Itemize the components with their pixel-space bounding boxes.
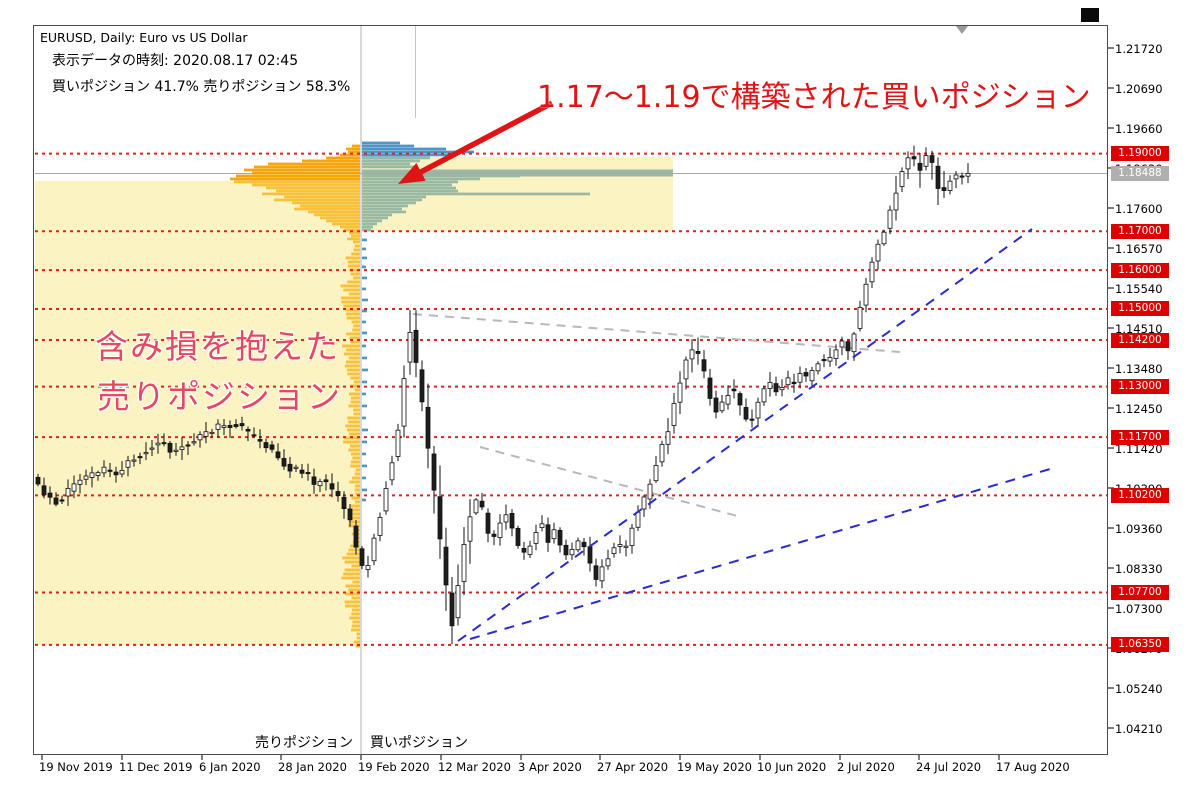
loss-annotation-line1: 含み損を抱えた [95,327,340,366]
candlestick-series [35,145,971,645]
chart-frame [33,25,1108,755]
info-box-separator [415,26,416,118]
annotation-arrow [398,100,554,184]
chart-shift-marker-icon [956,26,968,34]
y-axis-tick-label: 1.11420 [1115,441,1163,456]
price-level-tag: 1.17000 [1111,223,1169,239]
buy-histogram-legend: 買いポジション [370,735,468,751]
data-timestamp-label: 表示データの時刻: 2020.08.17 02:45 [52,53,299,69]
x-axis-date-label: 6 Jan 2020 [199,760,261,774]
price-level-tag: 1.10200 [1111,487,1169,503]
positions-ratio-label: 買いポジション 41.7% 売りポジション 58.3% [52,79,351,95]
y-axis-tick-label: 1.05240 [1115,681,1163,696]
y-axis-tick-label: 1.04210 [1115,721,1163,736]
y-axis-tick-label: 1.16570 [1115,241,1163,256]
x-axis-date-label: 3 Apr 2020 [518,760,582,774]
y-axis-tick-label: 1.07300 [1115,601,1163,616]
loss-annotation-line2: 売りポジション [97,377,342,416]
price-level-tag: 1.15000 [1111,301,1169,317]
sell-histogram-legend: 売りポジション [255,735,353,751]
y-axis-tick-label: 1.21720 [1115,41,1163,56]
x-axis-date-label: 17 Aug 2020 [996,760,1070,774]
y-axis-tick-label: 1.15540 [1115,281,1163,296]
buy-positions-annotation: 1.17〜1.19で構築された買いポジション [537,80,1091,115]
x-axis-date-label: 2 Jul 2020 [837,760,895,774]
y-axis-tick-label: 1.19660 [1115,121,1163,136]
x-axis-date-label: 27 Apr 2020 [597,760,669,774]
x-axis-date-label: 19 May 2020 [677,760,752,774]
y-axis-tick-label: 1.20690 [1115,81,1163,96]
x-axis-date-label: 19 Nov 2019 [39,760,113,774]
y-axis-tick-label: 1.13480 [1115,361,1163,376]
axes [41,47,1114,760]
price-level-tag: 1.14200 [1111,332,1169,348]
current-price-tag: 1.18488 [1111,166,1169,181]
y-axis-tick-label: 1.09360 [1115,521,1163,536]
price-level-tag: 1.07700 [1111,584,1169,600]
price-level-tag: 1.16000 [1111,262,1169,278]
price-level-tag: 1.06350 [1111,637,1169,653]
y-axis-tick-label: 1.14510 [1115,321,1163,336]
highlight-regions [35,157,673,645]
x-axis-date-label: 12 Mar 2020 [438,760,511,774]
x-axis-date-label: 19 Feb 2020 [358,760,430,774]
gray-trendlines [412,313,901,518]
x-axis-date-label: 11 Dec 2019 [119,760,193,774]
price-level-tag: 1.19000 [1111,146,1169,162]
y-axis-tick-label: 1.12450 [1115,401,1163,416]
y-axis-tick-label: 1.17600 [1115,201,1163,216]
blue-trendlines [457,228,1051,642]
x-axis-date-label: 24 Jul 2020 [916,760,982,774]
chart-title: EURUSD, Daily: Euro vs US Dollar [40,30,248,45]
price-level-tag: 1.11700 [1111,429,1169,445]
y-axis-tick-label: 1.08330 [1115,561,1163,576]
sell-positions-histogram [230,144,360,648]
x-axis-date-label: 10 Jun 2020 [757,760,827,774]
window-artifact-box [1081,8,1099,22]
price-level-tag: 1.13000 [1111,379,1169,395]
x-axis-date-label: 28 Jan 2020 [278,760,347,774]
